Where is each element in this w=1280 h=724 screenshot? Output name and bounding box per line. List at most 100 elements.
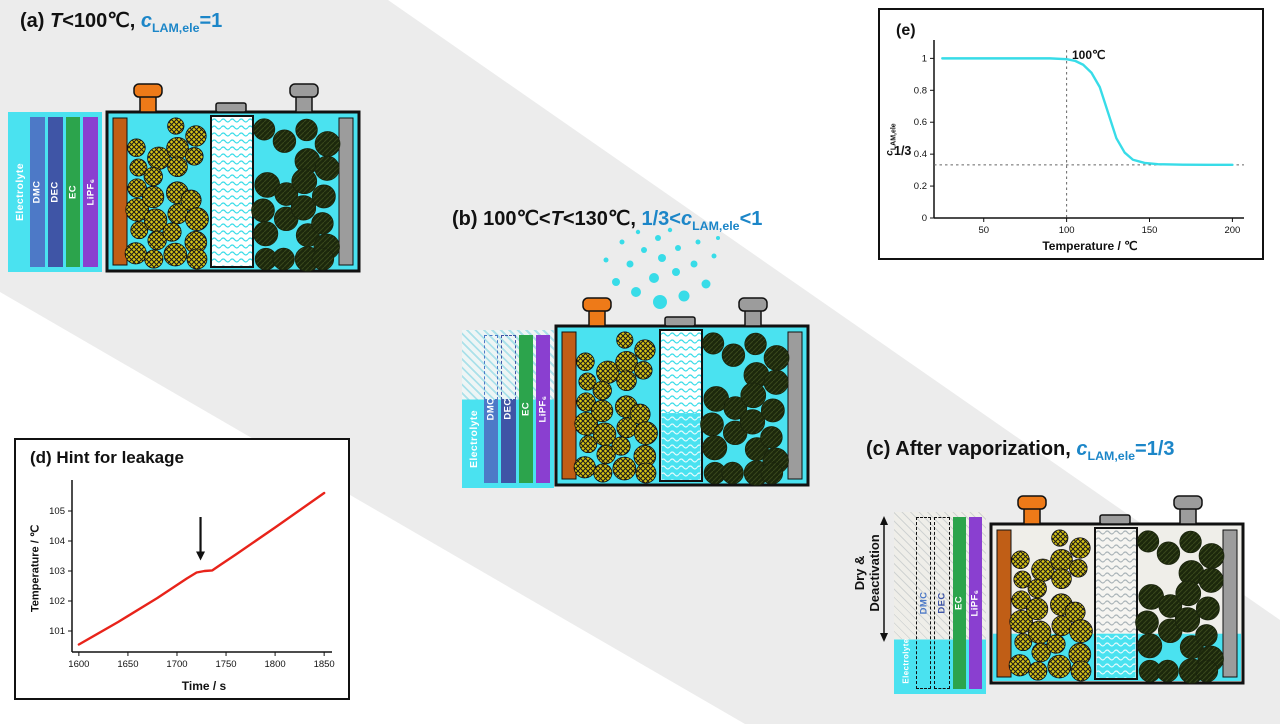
particle [185, 147, 204, 166]
particle [1156, 659, 1179, 683]
bubble [603, 257, 609, 263]
particle [180, 189, 202, 211]
particle [295, 118, 318, 142]
battery-cell-c [989, 495, 1245, 685]
particle [1195, 624, 1218, 647]
particle [253, 221, 279, 247]
particle [1047, 654, 1072, 679]
panel-c-index: (c) After vaporization, [866, 438, 1077, 460]
panel-a-condition: <100℃, [62, 10, 141, 32]
particle [1051, 568, 1072, 589]
bubble [667, 227, 673, 233]
lipf6-label: LiPF₆ [969, 589, 981, 617]
particle [596, 444, 616, 465]
legend-bar-dec-partial: DEC [501, 335, 516, 483]
dmc-label: DMC [918, 591, 930, 615]
panel-c-title: (c) After vaporization, cLAM,ele=1/3 [866, 438, 1175, 463]
chart-e-panel-label: (e) [896, 22, 916, 39]
particle [576, 352, 595, 372]
y-tick-label: 102 [49, 596, 65, 607]
legend-bar-dmc: DMC [30, 117, 45, 267]
particle [592, 380, 612, 401]
ec-label: EC [67, 185, 79, 199]
bubble [695, 239, 701, 245]
dmc-liquid-segment [484, 400, 499, 483]
electrolyte-legend-a: Electrolyte DMC DEC EC LiPF₆ [8, 112, 102, 272]
particle [723, 396, 748, 420]
particle [1069, 537, 1091, 559]
chart-d: (d) Hint for leakage Time / s Temperatur… [14, 438, 350, 700]
particle [1195, 596, 1220, 621]
particle [1027, 578, 1047, 599]
particle [1069, 559, 1088, 578]
y-tick-label: 0.6 [914, 117, 927, 128]
particle [1009, 609, 1034, 634]
y-tick-label: 105 [49, 506, 65, 517]
particle [702, 435, 728, 461]
particle [185, 207, 209, 231]
particle [1135, 610, 1159, 635]
particle [167, 117, 185, 135]
y-tick-label: 103 [49, 566, 65, 577]
y-tick-label: 104 [49, 536, 65, 547]
particle [1158, 594, 1183, 618]
particle [130, 221, 149, 240]
panel-c-concentration: cLAM,ele=1/3 [1076, 438, 1174, 463]
dec-vaporized-segment [501, 335, 516, 401]
dec-label: DEC [936, 592, 948, 614]
particle [167, 156, 188, 177]
particle [1195, 659, 1219, 683]
chart-e-plot: 50 100 150 200 0 0.2 0.4 0.6 0.8 1 [914, 40, 1244, 236]
bubble [672, 268, 680, 276]
panel-b-cond2: <130℃, [562, 208, 642, 230]
c-symbol: c [1076, 438, 1088, 460]
electrolyte-label: Electrolyte [901, 638, 910, 685]
particle [1046, 634, 1066, 654]
positive-terminal [582, 297, 612, 312]
legend-bar-ec: EC [952, 517, 966, 689]
electrolyte-label-bar: Electrolyte [12, 117, 27, 267]
particle [1137, 633, 1163, 659]
legend-bar-lipf6: LiPF₆ [968, 517, 982, 689]
one-third-label: 1/3 [894, 144, 912, 158]
particle [739, 409, 766, 435]
particle [721, 343, 746, 367]
x-tick-label: 1700 [166, 659, 187, 670]
legend-bar-lipf6: LiPF₆ [83, 117, 98, 267]
leak-arrow-head [196, 551, 206, 561]
anode-collector [338, 117, 354, 266]
particle [611, 436, 631, 456]
legend-bar-dmc-partial: DMC [484, 335, 499, 483]
dec-liquid-segment [501, 400, 516, 483]
particle [578, 372, 597, 391]
battery-cell-b [554, 297, 810, 487]
x-tick-label: 1600 [68, 659, 89, 670]
panel-b-concentration: 1/3<cLAM,ele<1 [641, 208, 762, 233]
separator-wet [661, 413, 701, 480]
particle [591, 399, 614, 423]
chart-e-x-axis-label: Temperature / ℃ [1042, 239, 1138, 253]
particle [127, 138, 146, 158]
lipf6-label: LiPF₆ [85, 178, 97, 206]
panel-b-cond1: 100℃< [483, 208, 551, 230]
particle [1198, 543, 1225, 569]
bubble [690, 260, 698, 268]
particle [272, 247, 295, 271]
anode-collector [1222, 529, 1238, 678]
vent-cap [215, 102, 247, 113]
particle [186, 248, 208, 270]
c-value: =1 [199, 10, 223, 32]
particle [185, 125, 207, 147]
particle [629, 403, 651, 425]
electrolyte-label-bar: Electrolyte [466, 335, 481, 483]
bubble [653, 295, 667, 309]
particle [612, 456, 637, 481]
c-subscript: LAM,ele [1087, 449, 1136, 463]
x-tick-label: 1800 [265, 659, 286, 670]
particle [616, 370, 637, 391]
x-tick-label: 1650 [117, 659, 138, 670]
particle [311, 247, 335, 271]
particle [253, 118, 276, 141]
particle [593, 463, 613, 483]
bubble [641, 247, 647, 253]
